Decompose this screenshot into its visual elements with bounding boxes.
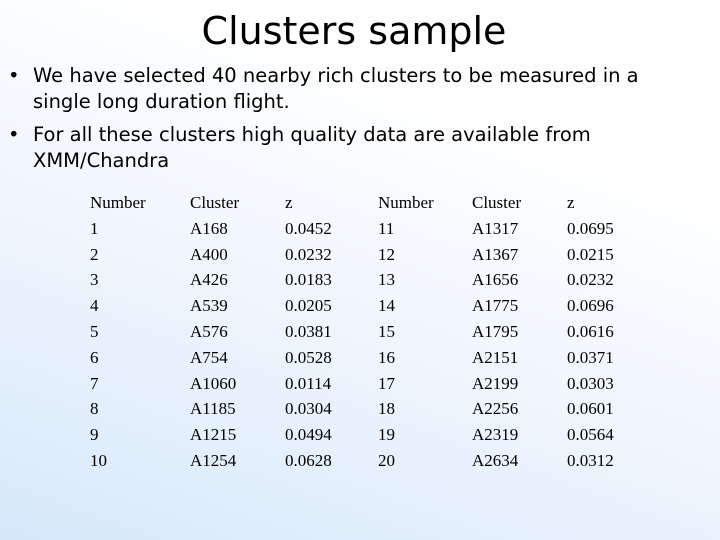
table-cell: A2634	[472, 451, 519, 470]
table-cell: 0.0696	[567, 296, 614, 316]
table-cell: 16	[378, 347, 395, 367]
slide-title: Clusters sample	[201, 9, 507, 53]
table-cell: 15	[378, 322, 395, 341]
column-header: Cluster	[190, 193, 240, 212]
table-cell: 5	[90, 322, 99, 341]
table-cell: 0.0183	[285, 270, 332, 290]
table-cell: A168	[190, 218, 228, 238]
table-cell: A2319	[472, 425, 519, 445]
table-cell: 0.0528	[285, 347, 332, 367]
table-cell: 0.0452	[285, 218, 332, 238]
table-cell: A1367	[472, 244, 519, 264]
table-cell: 4	[90, 296, 99, 316]
table-cell: 0.0564	[567, 425, 614, 445]
table-cell: A1317	[472, 218, 519, 238]
table-cell: 1	[90, 218, 99, 238]
table-cell: 0.0312	[567, 451, 614, 470]
table-cell: A1795	[472, 322, 519, 341]
table-cell: 12	[378, 244, 395, 264]
table-cell: 0.0114	[285, 373, 332, 393]
table-cell: 7	[90, 373, 99, 393]
table-cell: 0.0695	[567, 218, 614, 238]
table-cell: 17	[378, 373, 395, 393]
table-cell: 18	[378, 399, 395, 419]
table-cell: 10	[90, 451, 107, 470]
table-cell: A2199	[472, 373, 519, 393]
table-cell: A426	[190, 270, 228, 290]
table-cell: 8	[90, 399, 99, 419]
column-header: Number	[378, 193, 434, 212]
table-cell: 0.0381	[285, 322, 332, 341]
table-cell: A1775	[472, 296, 519, 316]
table-cell: 0.0232	[285, 244, 332, 264]
table-cell: 0.0303	[567, 373, 614, 393]
bullet: We have selected 40 nearby rich clusters…	[6, 63, 666, 115]
column-header: z	[285, 193, 293, 212]
table-cell: A400	[190, 244, 228, 264]
table-cell: 9	[90, 425, 99, 445]
table-cell: 0.0232	[567, 270, 614, 290]
table-cell: 0.0601	[567, 399, 614, 419]
table-cell: A1215	[190, 425, 237, 445]
column-header: Cluster	[472, 193, 522, 212]
table-cell: A2151	[472, 347, 519, 367]
table-cell: A754	[190, 347, 228, 367]
column-header: Number	[90, 193, 146, 212]
table-cell: 2	[90, 244, 99, 264]
table-cell: A576	[190, 322, 228, 341]
table-cell: 0.0616	[567, 322, 614, 341]
bullet-list: We have selected 40 nearby rich clusters…	[6, 63, 666, 181]
table-cell: A1060	[190, 373, 237, 393]
table-cell: 3	[90, 270, 99, 290]
table-cell: 0.0304	[285, 399, 332, 419]
table-cell: 11	[378, 218, 395, 238]
table-cell: 6	[90, 347, 99, 367]
table-cell: 0.0371	[567, 347, 614, 367]
column-header: z	[567, 193, 575, 212]
table-cell: A1185	[190, 399, 236, 419]
table-cell: 13	[378, 270, 395, 290]
table-cell: A1254	[190, 451, 237, 470]
table-cell: 0.0205	[285, 296, 332, 316]
table-cell: 0.0215	[567, 244, 614, 264]
table-cell: 0.0494	[285, 425, 332, 445]
table-cell: A539	[190, 296, 228, 316]
table-cell: A2256	[472, 399, 519, 419]
table-cell: 14	[378, 296, 395, 316]
table-cell: A1656	[472, 270, 519, 290]
table-cell: 19	[378, 425, 395, 445]
table-cell: 0.0628	[285, 451, 332, 470]
table-cell: 20	[378, 451, 395, 470]
bullet: For all these clusters high quality data…	[6, 122, 666, 174]
